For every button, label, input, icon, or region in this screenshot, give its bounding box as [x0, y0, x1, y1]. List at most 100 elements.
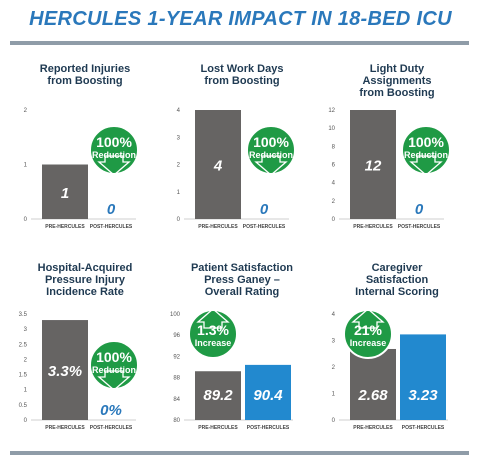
badge-label: Increase	[195, 338, 232, 348]
arrow-down-icon	[97, 155, 131, 176]
chart-title: Patient Satisfaction Press Ganey – Overa…	[190, 262, 294, 298]
y-tick-label: 0	[24, 418, 28, 424]
change-badge: 100%Reduction	[401, 125, 451, 176]
badge-label: Reduction	[404, 150, 448, 160]
arrow-up-icon	[351, 308, 385, 329]
y-tick-label: 1	[332, 392, 336, 398]
y-tick-label: 96	[173, 333, 180, 339]
arrow-up-icon	[196, 308, 230, 329]
bar-pre-hercules	[42, 164, 88, 219]
y-tick-label: 0	[177, 217, 181, 223]
data-label: 4	[213, 158, 223, 175]
data-label: 3.23	[408, 387, 438, 404]
y-tick-label: 3.5	[19, 312, 28, 318]
bar-pre-hercules	[350, 110, 396, 219]
bar-pre-hercules	[42, 320, 88, 420]
bar-post-hercules	[245, 364, 291, 420]
bar-chart-pressure-injury: 0 0.5 1 1.5 2 2.5 3 3.5 3.3% PRE-HERCULES 0% POST-H…	[19, 312, 139, 431]
badge-label: Reduction	[92, 365, 136, 375]
y-tick-label: 100	[170, 312, 181, 318]
chart-title: Reported Injuries from Boosting	[39, 63, 131, 87]
y-tick-label: 1.5	[19, 373, 28, 379]
y-tick-label: 10	[328, 126, 335, 132]
change-badge: 100%Reduction	[89, 340, 139, 391]
badge-percent: 1.3%	[197, 322, 229, 338]
data-label: 1	[61, 185, 69, 202]
y-tick-label: 84	[173, 397, 180, 403]
y-tick-label: 2	[24, 357, 28, 363]
badge-percent: 100%	[408, 134, 444, 150]
y-tick-label: 8	[332, 144, 336, 150]
y-tick-label: 0.5	[19, 403, 28, 409]
data-label: 0	[415, 201, 424, 218]
chart-title: Caregiver Satisfaction Internal Scoring	[355, 262, 439, 298]
y-tick-label: 88	[173, 376, 180, 382]
y-tick-label: 3	[177, 135, 181, 141]
badge-label: Increase	[350, 338, 387, 348]
x-category-label: PRE-HERCULES	[353, 425, 393, 431]
bar-chart-lost-work-days: 0 1 2 3 4 4 PRE-HERCULES 0 POST-HERCULES 100%Redu…	[177, 108, 296, 230]
y-tick-label: 92	[173, 354, 180, 360]
data-label: 89.2	[203, 387, 233, 404]
y-tick-label: 2	[332, 199, 336, 205]
bar-pre-hercules	[195, 371, 241, 420]
y-tick-label: 1	[24, 388, 28, 394]
bar-post-hercules	[400, 334, 446, 420]
y-tick-label: 2	[24, 108, 28, 114]
x-category-label: PRE-HERCULES	[198, 224, 238, 230]
y-tick-label: 2.5	[19, 342, 28, 348]
bar-chart-caregiver-satisfaction: 0 1 2 3 4 2.68 PRE-HERCULES 3.23 POST-HERCULES 21…	[332, 308, 448, 431]
y-tick-label: 0	[332, 418, 336, 424]
x-category-label: POST-HERCULES	[243, 224, 286, 230]
y-tick-label: 80	[173, 418, 180, 424]
page-title: HERCULES 1-YEAR IMPACT IN 18-BED ICU	[29, 8, 452, 30]
arrow-down-icon	[254, 155, 288, 176]
badge-label: Reduction	[249, 150, 293, 160]
data-label: 3.3%	[48, 363, 82, 380]
bar-pre-hercules	[350, 348, 396, 420]
data-label: 2.68	[357, 387, 388, 404]
data-label: 0	[107, 201, 116, 218]
x-category-label: POST-HERCULES	[90, 425, 133, 431]
change-badge: 100%Reduction	[246, 125, 296, 176]
y-tick-label: 2	[177, 163, 181, 169]
y-tick-label: 4	[177, 108, 181, 114]
badge-label: Reduction	[92, 150, 136, 160]
y-tick-label: 4	[332, 181, 336, 187]
x-category-label: PRE-HERCULES	[198, 425, 238, 431]
x-category-label: PRE-HERCULES	[353, 224, 393, 230]
change-badge: 1.3%Increase	[188, 308, 238, 359]
badge-percent: 21%	[354, 322, 383, 338]
y-tick-label: 12	[328, 108, 335, 114]
x-category-label: PRE-HERCULES	[45, 224, 85, 230]
arrow-down-icon	[409, 155, 443, 176]
top-divider	[10, 41, 469, 45]
data-label: 0	[260, 201, 269, 218]
chart-title: Light Duty Assignments from Boosting	[359, 63, 435, 99]
bar-chart-reported-injuries: 0 1 2 1 PRE-HERCULES 0 POST-HERCULES 100%Reduct…	[24, 108, 139, 230]
x-category-label: POST-HERCULES	[90, 224, 133, 230]
x-category-label: POST-HERCULES	[398, 224, 441, 230]
arrow-down-icon	[97, 370, 131, 391]
y-tick-label: 3	[332, 339, 336, 345]
bar-chart-patient-satisfaction: 80 84 88 92 96 100 89.2 PRE-HERCULES 90.4 POST-HE…	[170, 308, 293, 431]
y-tick-label: 2	[332, 365, 336, 371]
x-category-label: POST-HERCULES	[247, 425, 290, 431]
data-label: 12	[365, 158, 382, 175]
x-category-label: PRE-HERCULES	[45, 425, 85, 431]
y-tick-label: 0	[332, 217, 336, 223]
bar-pre-hercules	[195, 110, 241, 219]
y-tick-label: 3	[24, 327, 28, 333]
y-tick-label: 1	[177, 190, 181, 196]
bottom-divider	[10, 451, 469, 455]
change-badge: 21%Increase	[343, 308, 393, 359]
chart-title: Lost Work Days from Boosting	[200, 63, 284, 87]
change-badge: 100%Reduction	[89, 125, 139, 176]
badge-percent: 100%	[96, 349, 132, 365]
bar-chart-light-duty: 0 2 4 6 8 10 12 12 PRE-HERCULES 0 POST-HERCULES 100…	[328, 108, 451, 230]
y-tick-label: 4	[332, 312, 336, 318]
chart-title: Hospital-Acquired Pressure Injury Incide…	[37, 262, 133, 298]
data-label: 0%	[100, 402, 122, 419]
badge-percent: 100%	[96, 134, 132, 150]
y-tick-label: 1	[24, 163, 28, 169]
